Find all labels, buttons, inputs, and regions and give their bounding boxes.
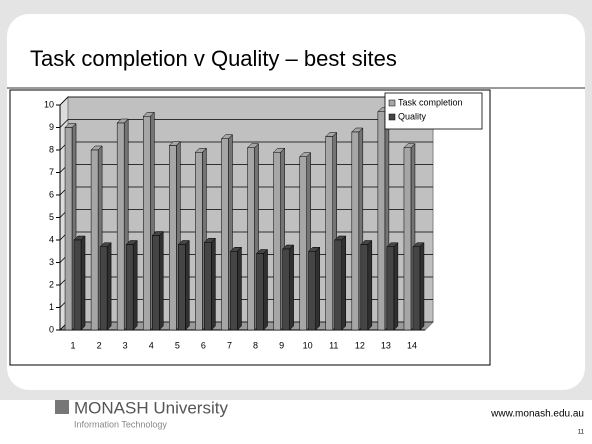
- y-tick-label: 1: [49, 302, 54, 312]
- x-tick-label: 12: [355, 340, 365, 350]
- bar: [116, 122, 125, 331]
- bar: [195, 152, 203, 331]
- bar: [334, 239, 342, 331]
- grid-line: [59, 119, 433, 128]
- bar-side: [263, 248, 268, 331]
- bar: [377, 111, 386, 331]
- legend-box: [384, 92, 483, 130]
- y-tick-label: 9: [49, 122, 54, 132]
- bar-side: [315, 246, 320, 331]
- x-tick-label: 2: [97, 340, 102, 350]
- bar: [125, 244, 134, 331]
- bar-side: [132, 239, 138, 331]
- bar: [221, 138, 229, 331]
- bar-side: [419, 242, 425, 331]
- x-tick-label: 8: [253, 340, 258, 350]
- bar-side: [106, 242, 112, 331]
- x-tick-label: 5: [175, 340, 180, 350]
- bar-side: [185, 239, 190, 331]
- bar: [282, 248, 290, 331]
- y-tick-label: 10: [44, 99, 54, 109]
- bar: [412, 246, 421, 331]
- bar-side: [159, 230, 164, 331]
- logo-icon: [55, 400, 69, 414]
- slide-title: Task completion v Quality – best sites: [30, 46, 397, 71]
- legend-label: Quality: [398, 111, 427, 121]
- y-tick-label: 7: [49, 167, 54, 177]
- x-tick-label: 6: [201, 340, 206, 350]
- bar: [403, 147, 412, 331]
- bar-side: [211, 237, 216, 331]
- bar: [230, 251, 238, 331]
- bar: [256, 253, 264, 331]
- y-tick-label: 3: [49, 257, 54, 267]
- bar: [273, 152, 281, 331]
- bar: [178, 244, 186, 331]
- x-tick-label: 9: [279, 340, 284, 350]
- bar-side: [341, 235, 346, 331]
- legend-swatch: [388, 99, 396, 107]
- page-number: 11: [578, 430, 585, 436]
- bar: [99, 246, 108, 331]
- bar-side: [237, 246, 242, 331]
- bar: [152, 235, 160, 331]
- y-tick-label: 0: [49, 324, 54, 334]
- bar: [299, 156, 307, 331]
- bar: [143, 116, 151, 331]
- bar: [169, 145, 177, 331]
- x-tick-label: 13: [381, 340, 391, 350]
- legend-label: Task completion: [398, 97, 463, 107]
- floor: [58, 321, 435, 331]
- bar: [325, 136, 333, 331]
- x-tick-label: 10: [303, 340, 313, 350]
- bar: [351, 131, 360, 331]
- bar: [64, 127, 73, 331]
- x-tick-label: 14: [407, 340, 417, 350]
- x-tick-label: 7: [227, 340, 232, 350]
- bar: [90, 149, 99, 331]
- x-tick-label: 11: [329, 340, 338, 350]
- x-tick-label: 4: [149, 340, 154, 350]
- y-tick-label: 6: [49, 189, 54, 199]
- bar: [247, 147, 255, 331]
- y-tick-label: 4: [49, 234, 54, 244]
- bar: [204, 242, 212, 331]
- bar-side: [367, 239, 373, 331]
- x-tick-label: 3: [123, 340, 128, 350]
- x-tick-label: 1: [71, 340, 76, 350]
- logo-subtext: Information Technology: [74, 419, 167, 429]
- y-tick-label: 2: [49, 279, 54, 289]
- grid-line: [59, 96, 433, 106]
- bar-side: [289, 244, 294, 331]
- y-tick-label: 5: [49, 212, 54, 222]
- legend-swatch: [388, 113, 396, 121]
- bar-side: [393, 242, 399, 331]
- bar: [308, 251, 316, 331]
- bar: [360, 244, 369, 331]
- logo-text: MONASH University: [74, 398, 228, 417]
- bar: [386, 246, 395, 331]
- y-tick-label: 8: [49, 144, 54, 154]
- bar-side: [80, 235, 86, 331]
- footer-url: www.monash.edu.au: [490, 409, 584, 420]
- bar: [73, 239, 82, 331]
